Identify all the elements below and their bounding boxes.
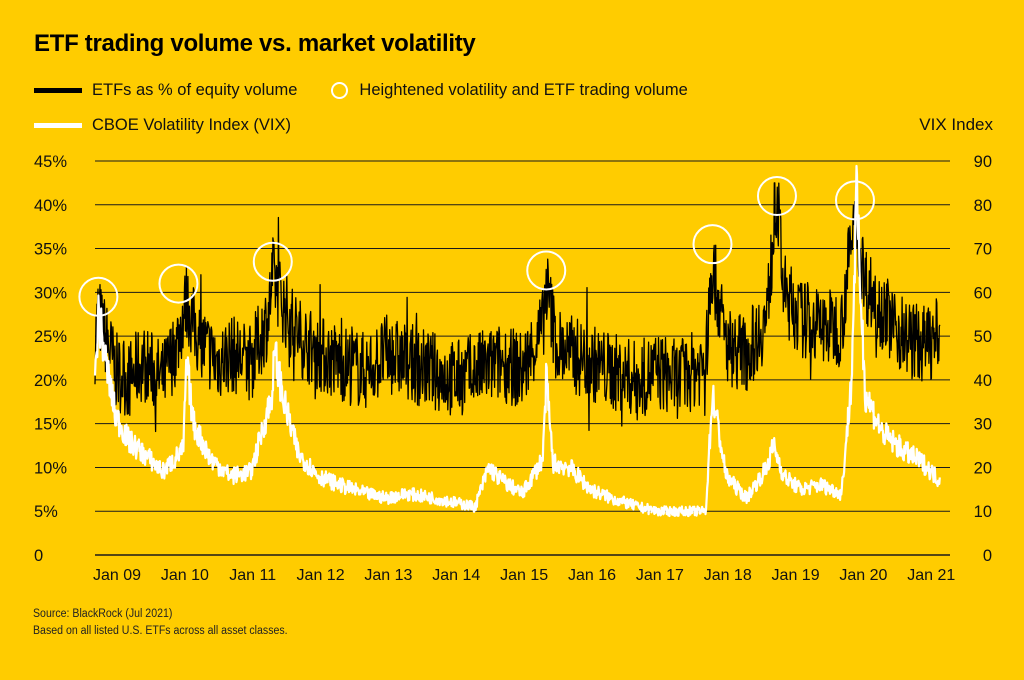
left-tick-label: 10% — [34, 459, 67, 477]
right-axis-title: VIX Index — [919, 115, 993, 134]
highlight-circle — [756, 176, 797, 217]
x-tick-label: Jan 12 — [297, 567, 345, 584]
x-tick-label: Jan 11 — [229, 567, 276, 584]
highlight-circle — [526, 250, 567, 291]
highlight-circle — [252, 241, 293, 282]
highlight-circle — [692, 224, 733, 265]
x-tick-label: Jan 18 — [704, 567, 752, 584]
right-tick-label: 30 — [974, 416, 992, 434]
right-tick-label: 80 — [974, 197, 992, 215]
left-tick-label: 40% — [34, 197, 67, 215]
left-tick-label: 35% — [34, 241, 67, 259]
right-tick-label: 20 — [974, 459, 992, 477]
x-tick-label: Jan 15 — [500, 567, 548, 584]
left-tick-label: 30% — [34, 284, 67, 302]
left-tick-label: 20% — [34, 372, 67, 390]
source-line: Source: BlackRock (Jul 2021) — [33, 608, 173, 620]
legend-circle-label: Heightened volatility and ETF trading vo… — [359, 80, 688, 99]
right-tick-label: 40 — [974, 372, 992, 390]
source-note: Source: BlackRock (Jul 2021) Based on al… — [33, 606, 288, 640]
etf-series-line — [94, 182, 941, 433]
legend-etf-label: ETFs as % of equity volume — [92, 80, 298, 99]
x-tick-label: Jan 17 — [636, 567, 684, 584]
right-tick-label: 90 — [974, 153, 992, 171]
left-tick-label: 5% — [34, 503, 58, 521]
source-detail-line: Based on all listed U.S. ETFs across all… — [33, 625, 288, 637]
right-tick-label: 50 — [974, 328, 992, 346]
highlight-circle — [78, 276, 119, 317]
left-tick-label: 45% — [34, 153, 67, 171]
x-tick-label: Jan 19 — [772, 567, 820, 584]
chart-title: ETF trading volume vs. market volatility — [34, 30, 476, 57]
right-tick-label: 0 — [983, 547, 992, 565]
x-tick-label: Jan 13 — [364, 567, 412, 584]
vix-series-line — [93, 164, 941, 518]
highlight-circle — [158, 263, 199, 304]
legend-vix-label: CBOE Volatility Index (VIX) — [92, 115, 291, 134]
legend-row-1: ETFs as % of equity volume Heightened vo… — [34, 79, 688, 101]
x-tick-label: Jan 10 — [161, 567, 209, 584]
legend-row-2: CBOE Volatility Index (VIX) — [34, 114, 291, 136]
left-tick-label: 25% — [34, 328, 67, 346]
x-tick-label: Jan 21 — [907, 567, 955, 584]
left-tick-label: 15% — [34, 416, 67, 434]
x-tick-label: Jan 16 — [568, 567, 616, 584]
legend-vix-swatch — [34, 122, 82, 128]
legend-etf-swatch — [34, 87, 82, 93]
x-tick-label: Jan 14 — [432, 567, 480, 584]
left-tick-label: 0 — [34, 547, 43, 565]
highlight-circle — [835, 180, 875, 221]
right-tick-label: 60 — [974, 284, 992, 302]
legend-circle-icon — [331, 81, 349, 99]
right-tick-label: 70 — [974, 241, 992, 259]
x-tick-label: Jan 20 — [839, 567, 887, 584]
x-tick-label: Jan 09 — [93, 567, 141, 584]
right-tick-label: 10 — [974, 503, 992, 521]
